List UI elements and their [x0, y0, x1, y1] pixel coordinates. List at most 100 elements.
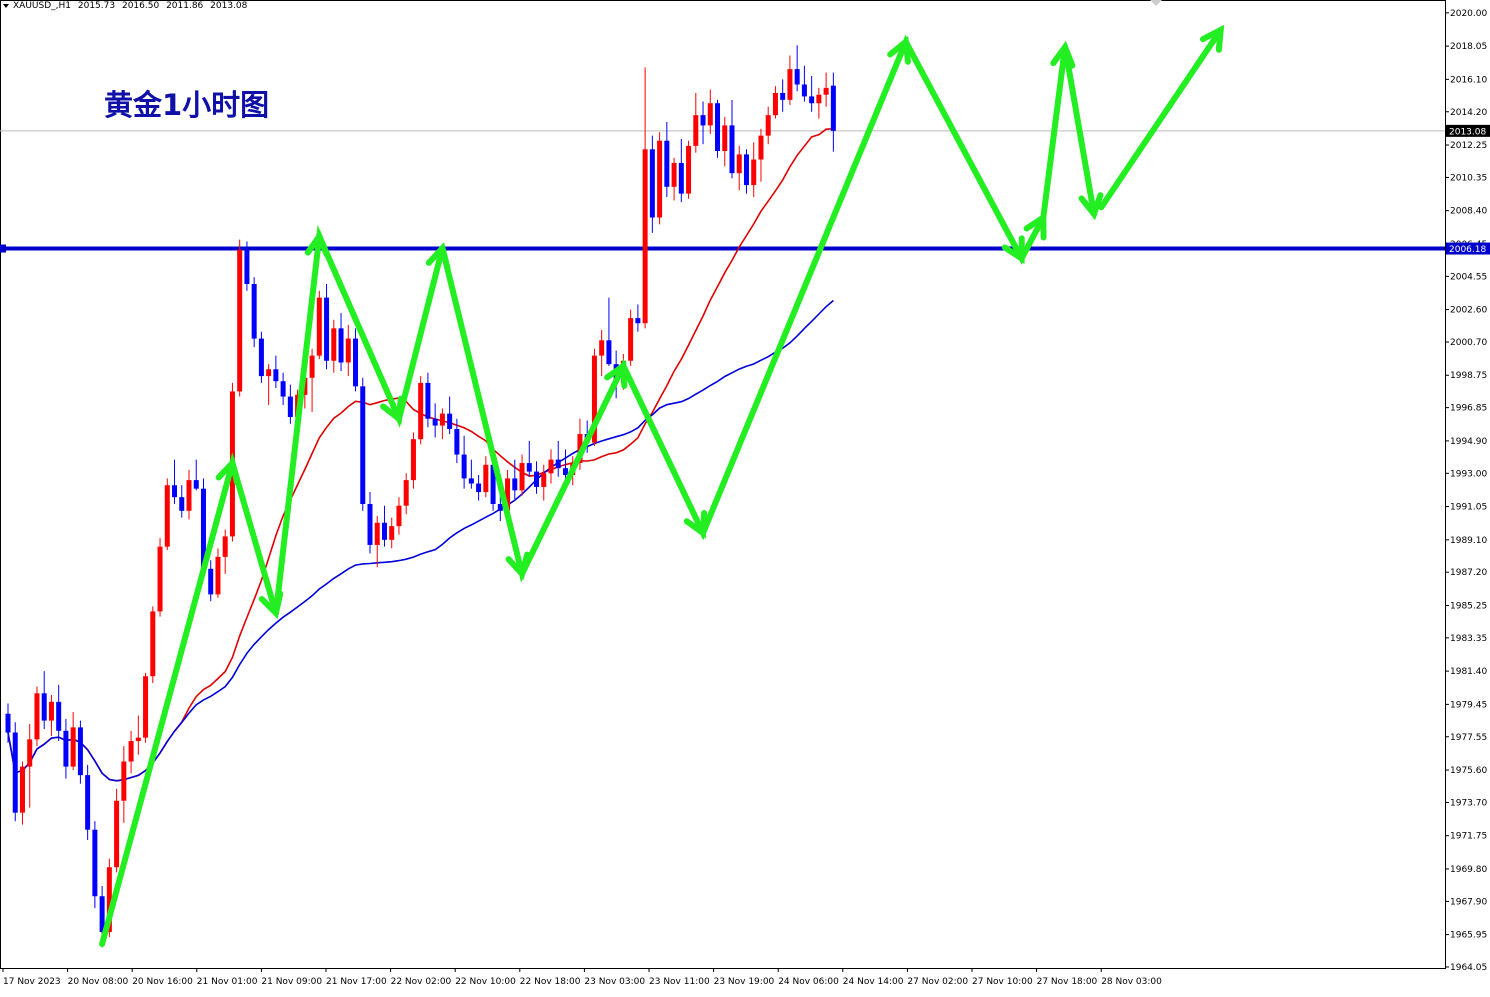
- y-tick-label: 1998.75: [1450, 371, 1487, 381]
- candle-body: [331, 328, 337, 361]
- arrowhead: [304, 230, 330, 258]
- candle-body: [70, 727, 76, 767]
- y-tick-label: 1993.00: [1450, 469, 1487, 479]
- candle: [338, 312, 344, 371]
- y-tick-label: 2014.20: [1450, 108, 1487, 118]
- y-tick-label: 1971.75: [1450, 832, 1487, 842]
- candle: [85, 764, 91, 840]
- x-tick-label: 23 Nov 03:00: [584, 977, 645, 987]
- x-tick-label: 20 Nov 08:00: [68, 977, 129, 987]
- candle: [273, 355, 279, 389]
- candle-body: [476, 483, 482, 493]
- ma-fast-line: [7, 128, 834, 782]
- candle-body: [461, 454, 467, 479]
- candle-body: [526, 463, 532, 472]
- candle-body: [396, 505, 402, 527]
- candle: [512, 459, 518, 499]
- y-tick-label: 1973.70: [1450, 798, 1487, 808]
- candle-body: [121, 761, 127, 801]
- candle: [208, 560, 214, 602]
- candle: [425, 372, 431, 428]
- arrowhead: [258, 590, 284, 620]
- arrowhead: [1023, 211, 1047, 241]
- candle-body: [686, 145, 692, 194]
- candle-body: [671, 162, 677, 187]
- candle: [700, 101, 706, 145]
- candle: [12, 722, 18, 822]
- candle-body: [707, 103, 713, 126]
- arrowhead: [887, 36, 911, 65]
- arrowhead: [425, 242, 451, 271]
- candle: [801, 65, 807, 102]
- candle-body: [150, 611, 156, 677]
- candle-body: [208, 568, 214, 595]
- symbol-dropdown-icon[interactable]: [3, 4, 9, 8]
- candle: [816, 87, 822, 119]
- candle: [751, 142, 757, 198]
- candle: [34, 686, 40, 747]
- candle-body: [599, 340, 605, 356]
- trend-zigzag: [99, 34, 1097, 947]
- low-value: 2011.86: [166, 1, 204, 11]
- candle-body: [186, 480, 192, 511]
- candle-body: [628, 318, 634, 361]
- candle-body: [237, 249, 243, 392]
- candle: [353, 328, 359, 392]
- candle-body: [316, 297, 322, 356]
- candle: [5, 703, 11, 743]
- y-tick-label: 1979.45: [1450, 700, 1487, 710]
- candle-body: [454, 428, 460, 455]
- candle-body: [48, 701, 54, 721]
- x-tick-label: 20 Nov 16:00: [132, 977, 193, 987]
- candle: [280, 372, 286, 406]
- candle-body: [418, 382, 424, 440]
- candle-body: [5, 713, 11, 733]
- x-tick-label: 28 Nov 03:00: [1101, 977, 1162, 987]
- open-value: 2015.73: [77, 1, 116, 11]
- candle: [541, 464, 547, 501]
- candle: [787, 55, 793, 105]
- candle-body: [736, 154, 742, 174]
- candle-body: [447, 413, 453, 429]
- candle: [823, 72, 829, 107]
- x-tick-label: 27 Nov 02:00: [907, 977, 968, 987]
- candle-body: [374, 522, 380, 545]
- arrowhead: [1001, 235, 1025, 264]
- candle-body: [128, 741, 134, 762]
- candle: [758, 128, 764, 182]
- candle: [476, 475, 482, 501]
- y-tick-label: 1965.95: [1450, 931, 1487, 941]
- candle: [135, 715, 141, 755]
- y-tick-label: 1989.10: [1450, 536, 1487, 546]
- candle-body: [114, 800, 120, 868]
- arrowhead: [380, 395, 404, 425]
- candle: [461, 435, 467, 489]
- candle-body: [548, 459, 554, 474]
- candle: [562, 449, 568, 479]
- candle: [729, 99, 735, 179]
- candle: [715, 99, 721, 158]
- candle: [237, 239, 243, 397]
- candle: [765, 106, 771, 145]
- candle: [606, 297, 612, 366]
- x-tick-label: 21 Nov 09:00: [261, 977, 322, 987]
- candle: [526, 440, 532, 477]
- candle-body: [244, 249, 250, 285]
- current-price-label: 2013.08: [1449, 127, 1486, 137]
- arrowhead: [505, 551, 531, 580]
- candle-body: [765, 115, 771, 136]
- candle-body: [439, 413, 445, 426]
- candle: [92, 821, 98, 909]
- x-tick-label: 24 Nov 06:00: [778, 977, 839, 987]
- candle: [70, 712, 76, 771]
- candle-body: [505, 478, 511, 511]
- candle-body: [172, 485, 178, 498]
- candle: [657, 132, 663, 225]
- candle-body: [135, 737, 141, 742]
- candle-body: [273, 369, 279, 382]
- candle-body: [483, 464, 489, 493]
- candle: [664, 121, 670, 198]
- candle: [143, 672, 149, 743]
- candle: [454, 418, 460, 464]
